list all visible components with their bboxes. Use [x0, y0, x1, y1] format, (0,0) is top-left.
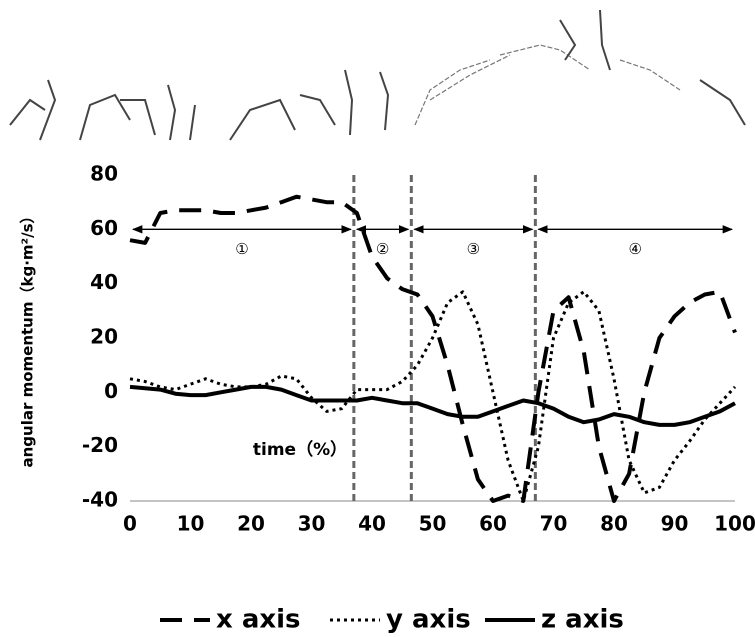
series-line [129, 384, 736, 427]
phase-label: ③ [467, 240, 480, 258]
series-line [129, 290, 737, 503]
legend-label: y axis [386, 605, 471, 635]
y-tick-label: 20 [90, 325, 118, 349]
y-tick-label: 40 [90, 270, 118, 294]
y-tick-label: -40 [82, 488, 118, 512]
phase-label: ② [376, 240, 389, 258]
x-tick-label: 40 [358, 512, 386, 536]
series-line [129, 194, 737, 503]
y-tick-label: -20 [82, 433, 118, 457]
x-tick-label: 30 [298, 512, 326, 536]
legend-label: z axis [541, 605, 624, 635]
x-tick-label: 100 [714, 512, 755, 536]
x-tick-label: 60 [479, 512, 507, 536]
x-tick-label: 80 [600, 512, 628, 536]
y-tick-label: 60 [90, 216, 118, 240]
y-tick-label: 0 [104, 379, 118, 403]
x-tick-label: 10 [177, 512, 205, 536]
x-tick-label: 0 [123, 512, 137, 536]
x-tick-label: 90 [661, 512, 689, 536]
x-tick-label: 70 [540, 512, 568, 536]
y-tick-label: 80 [90, 162, 118, 186]
legend-label: x axis [216, 605, 301, 635]
x-axis-title: time（%） [253, 439, 347, 460]
stick-figures [9, 9, 746, 141]
phase-label: ① [235, 240, 248, 258]
x-tick-label: 20 [237, 512, 265, 536]
phase-label: ④ [628, 240, 641, 258]
x-tick-label: 50 [419, 512, 447, 536]
y-axis-title: angular momentum（kg·m²/s） [19, 208, 37, 467]
